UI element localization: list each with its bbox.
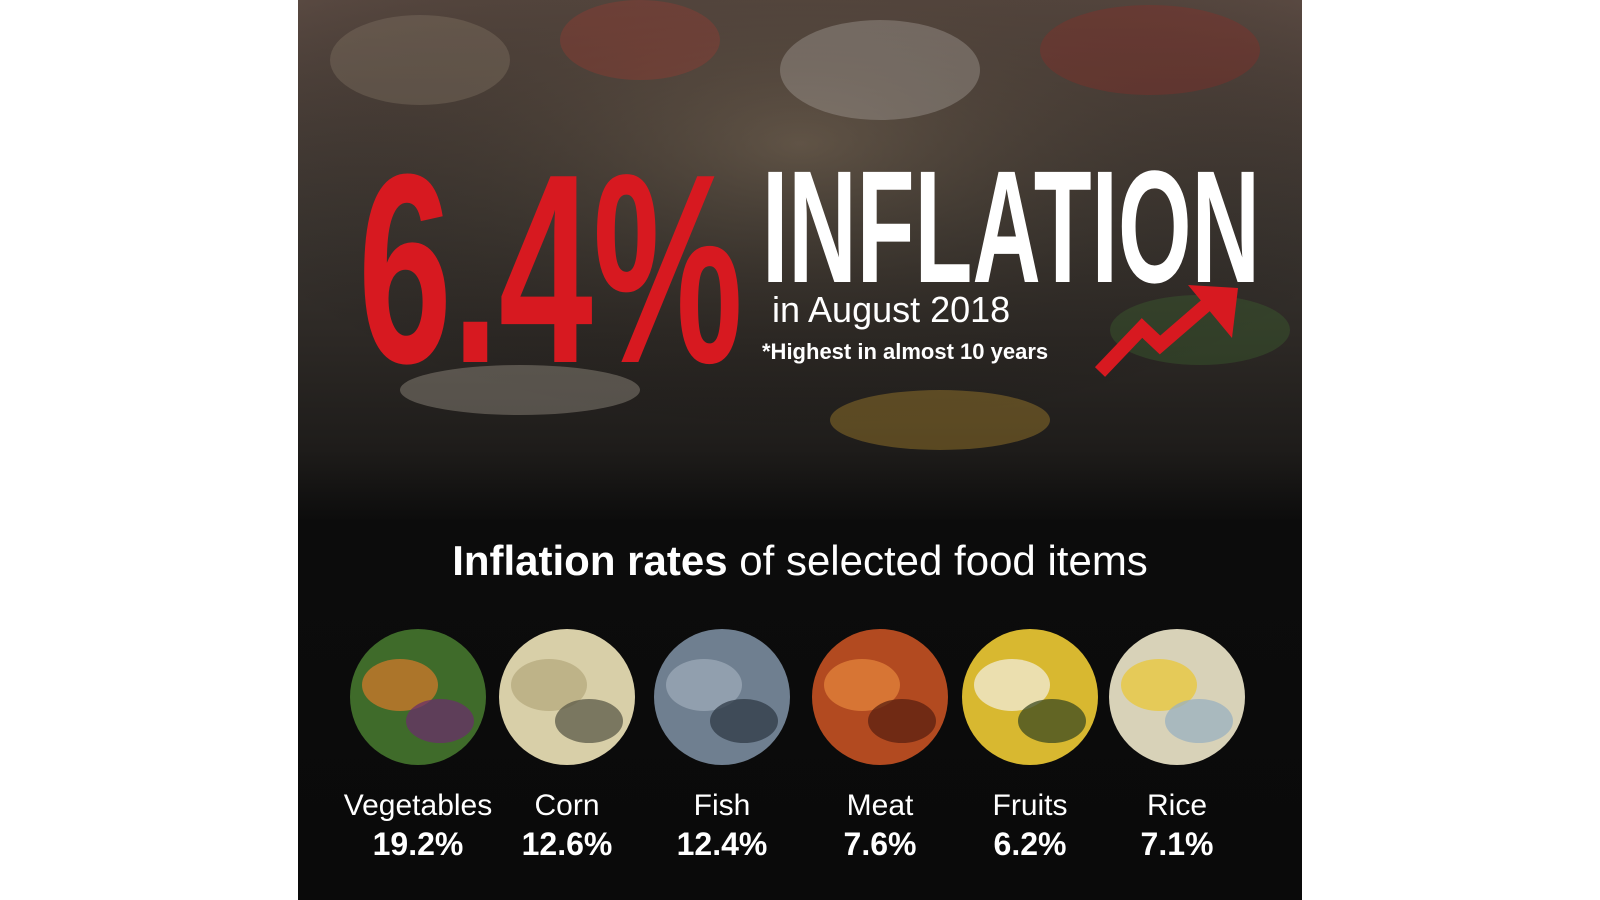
- food-item: Meat 7.6%: [812, 629, 948, 862]
- food-photo-detail: [974, 659, 1050, 711]
- headline-title: INFLATION: [762, 137, 1260, 316]
- food-photo-detail: [511, 659, 587, 711]
- food-name: Vegetables: [344, 789, 492, 822]
- food-rate: 12.4%: [677, 826, 768, 862]
- section-title-bold: Inflation rates: [452, 537, 727, 584]
- food-name: Fish: [694, 789, 751, 822]
- food-name: Meat: [847, 789, 914, 822]
- background-glow: [298, 0, 1302, 480]
- food-photo-detail: [1018, 699, 1086, 743]
- food-items: Vegetables 19.2% Corn 12.6% Fish 12.4% Meat 7.6…: [344, 629, 1245, 862]
- food-rate: 6.2%: [994, 826, 1067, 862]
- headline-rate: 6.4%: [358, 119, 743, 420]
- food-photo-detail: [362, 659, 438, 711]
- food-name: Fruits: [993, 789, 1068, 822]
- food-photo-detail: [406, 699, 474, 743]
- food-item: Corn 12.6%: [499, 629, 635, 862]
- food-photo-detail: [555, 699, 623, 743]
- food-rate: 7.6%: [844, 826, 917, 862]
- food-item: Fruits 6.2%: [962, 629, 1098, 862]
- food-name: Corn: [534, 789, 599, 822]
- food-name: Rice: [1147, 789, 1207, 822]
- food-photo-detail: [666, 659, 742, 711]
- food-rate: 7.1%: [1141, 826, 1214, 862]
- section-title: Inflation rates of selected food items: [452, 537, 1148, 584]
- food-photo-detail: [1121, 659, 1197, 711]
- food-rate: 12.6%: [522, 826, 613, 862]
- section-title-rest: of selected food items: [728, 537, 1148, 584]
- food-photo-detail: [868, 699, 936, 743]
- headline-period: in August 2018: [772, 289, 1010, 330]
- food-photo-detail: [710, 699, 778, 743]
- food-item: Vegetables 19.2%: [344, 629, 492, 862]
- headline-note: *Highest in almost 10 years: [762, 339, 1048, 364]
- food-rate: 19.2%: [373, 826, 464, 862]
- food-photo-detail: [824, 659, 900, 711]
- market-texture: [330, 0, 1290, 450]
- food-item: Rice 7.1%: [1109, 629, 1245, 862]
- food-item: Fish 12.4%: [654, 629, 790, 862]
- trend-arrow: [1094, 285, 1238, 377]
- food-photo-detail: [1165, 699, 1233, 743]
